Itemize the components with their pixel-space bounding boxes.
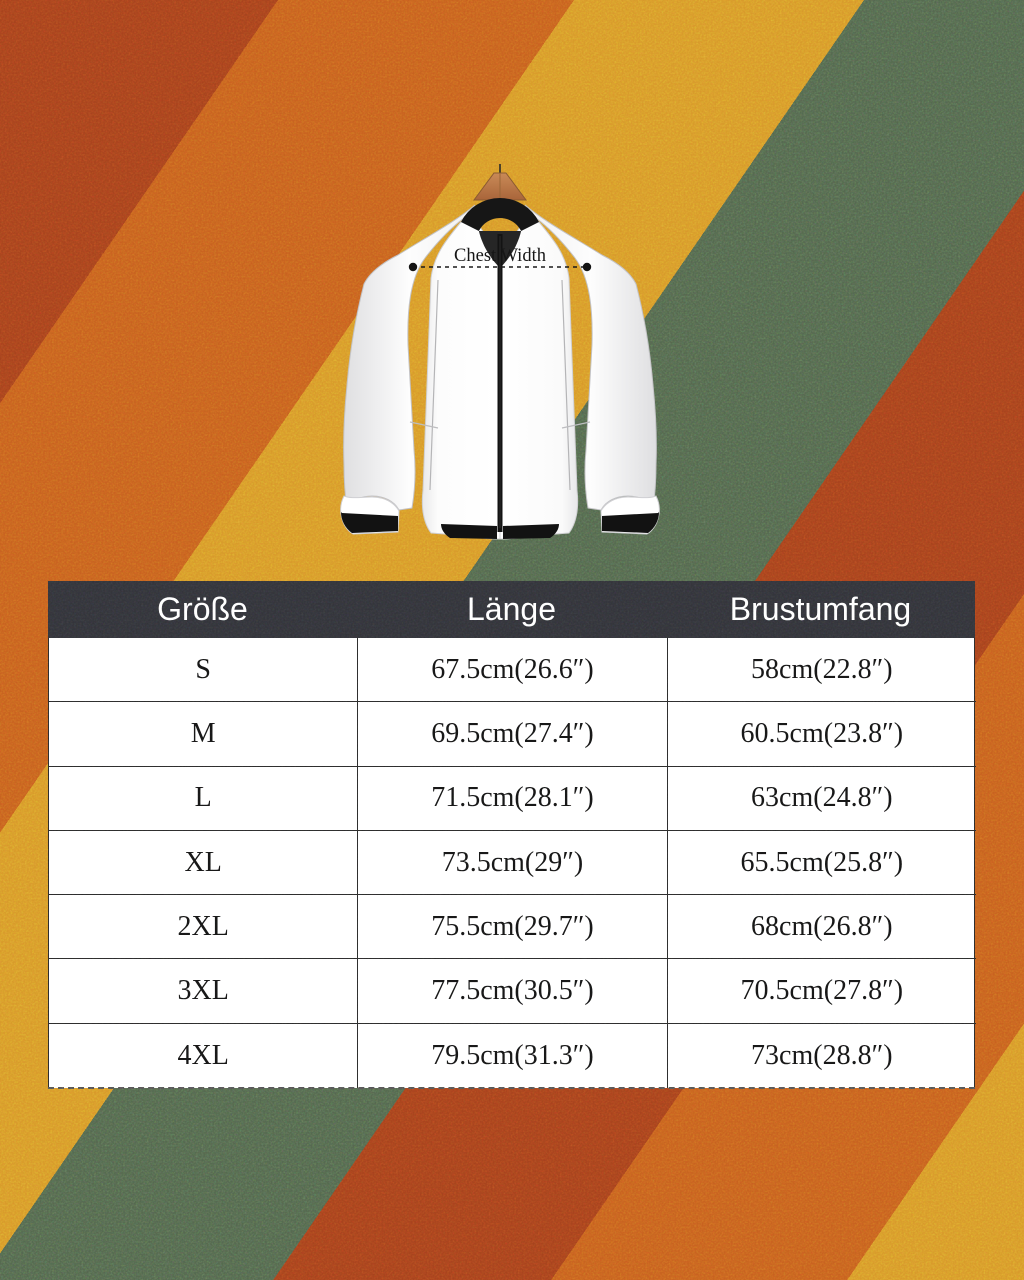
svg-text:Chest Width: Chest Width <box>454 246 546 266</box>
